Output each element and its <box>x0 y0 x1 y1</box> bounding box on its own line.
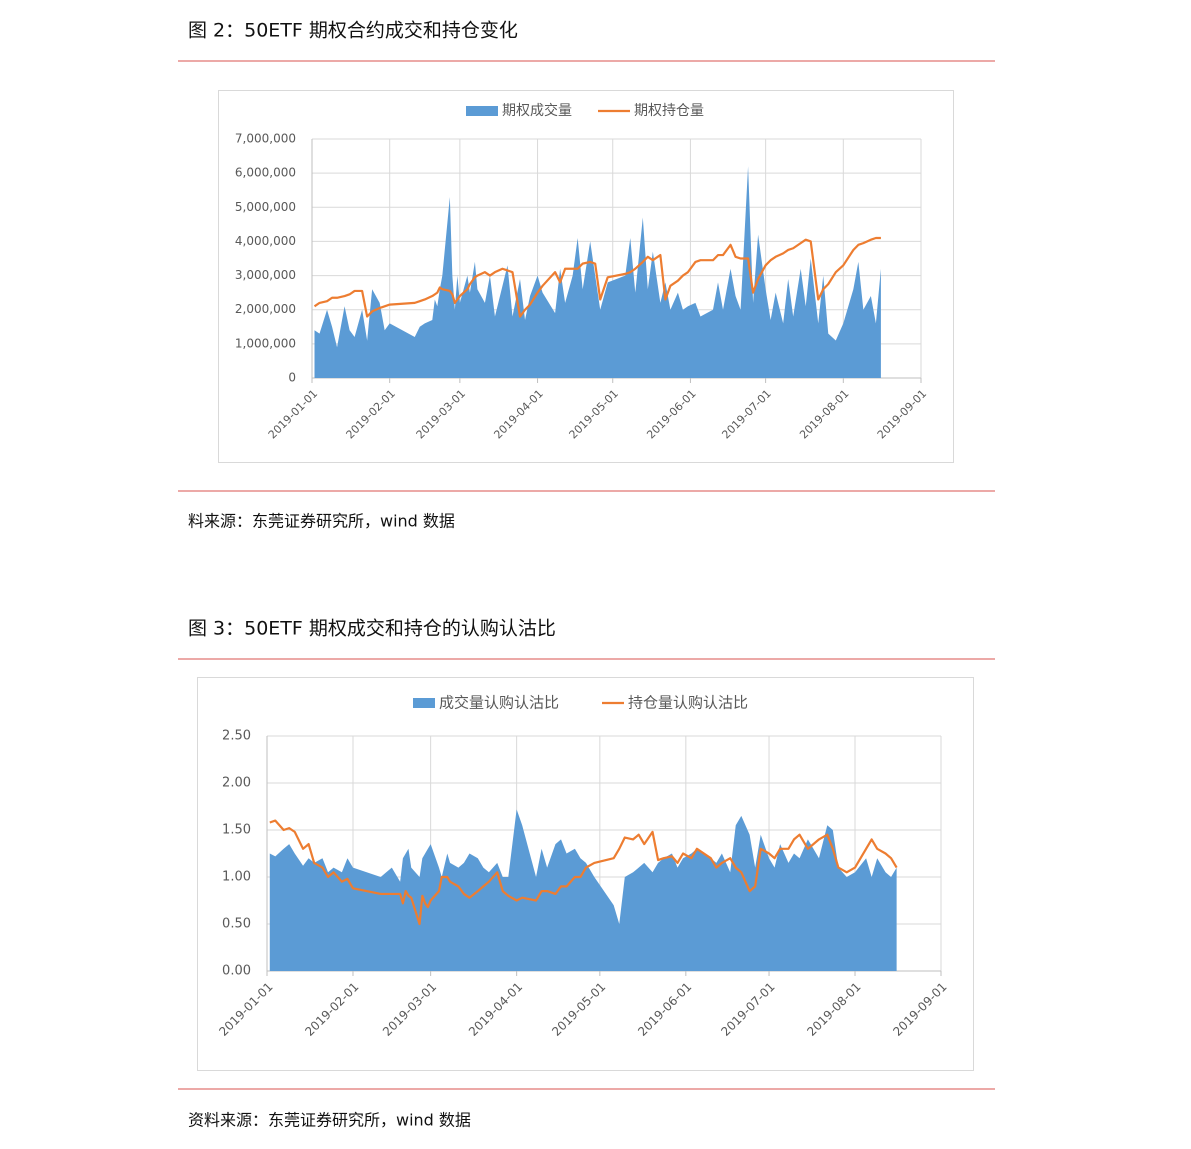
y-tick-label: 1.00 <box>222 870 251 885</box>
area <box>314 166 881 378</box>
y-tick-label: 3,000,000 <box>235 268 296 282</box>
y-tick-label: 6,000,000 <box>235 166 296 180</box>
legend-swatch <box>413 698 435 708</box>
source-note: 料来源：东莞证券研究所，wind 数据 <box>188 512 455 531</box>
legend-label: 期权成交量 <box>502 102 572 119</box>
legend-swatch <box>466 106 498 116</box>
y-tick-label: 2,000,000 <box>235 302 296 316</box>
legend-label: 成交量认购认沽比 <box>439 694 559 712</box>
y-tick-label: 7,000,000 <box>235 132 296 146</box>
y-tick-label: 1,000,000 <box>235 336 296 350</box>
y-tick-label: 2.00 <box>222 776 251 791</box>
y-tick-label: 0.50 <box>222 917 251 932</box>
line <box>269 819 898 926</box>
y-tick-label: 2.50 <box>222 729 251 744</box>
line <box>313 236 881 318</box>
legend-label: 期权持仓量 <box>634 103 704 119</box>
source-note: 资料来源：东莞证券研究所，wind 数据 <box>188 1111 471 1130</box>
figure-title: 图 2：50ETF 期权合约成交和持仓变化 <box>188 20 518 42</box>
area <box>269 809 897 971</box>
figure-title: 图 3：50ETF 期权成交和持仓的认购认沽比 <box>188 618 556 640</box>
y-tick-label: 1.50 <box>222 823 251 838</box>
y-tick-label: 0.00 <box>222 964 251 979</box>
legend-label: 持仓量认购认沽比 <box>628 694 748 712</box>
y-tick-label: 4,000,000 <box>235 234 296 248</box>
y-tick-label: 0 <box>288 371 296 385</box>
y-tick-label: 5,000,000 <box>235 200 296 214</box>
